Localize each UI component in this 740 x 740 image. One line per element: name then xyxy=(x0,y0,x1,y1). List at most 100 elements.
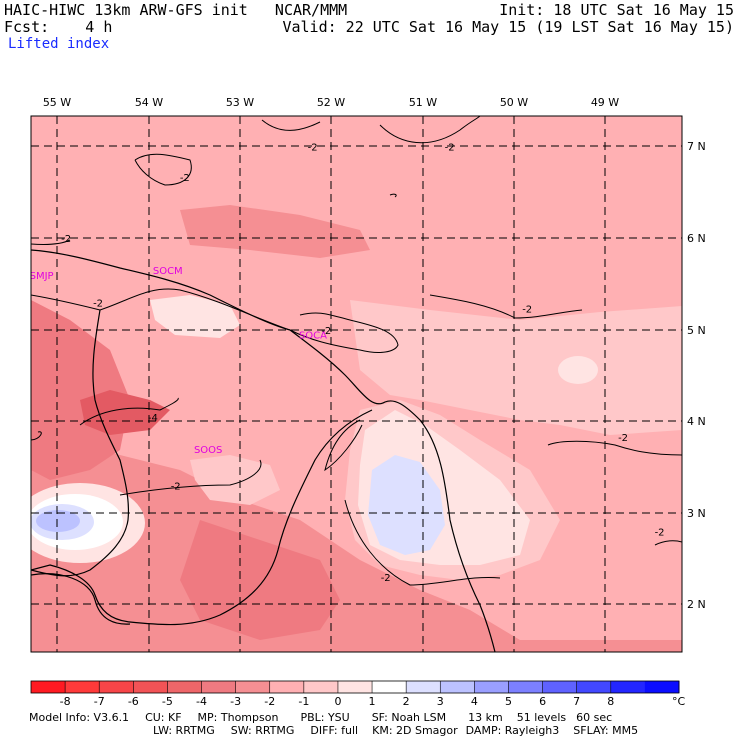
colorbar-tick-label: -7 xyxy=(94,695,105,708)
lat-label: 4 N xyxy=(687,415,706,428)
contour-label: -2 xyxy=(381,573,391,584)
contour-label: -2 xyxy=(93,298,103,309)
colorbar-frame xyxy=(30,680,680,694)
contour-line xyxy=(261,119,321,131)
station-labels: SMJP SOCM SOCA SOOS xyxy=(30,266,327,456)
colorbar-tick-label: 1 xyxy=(369,695,376,708)
colorbar-tick-label: -2 xyxy=(264,695,275,708)
contour-line xyxy=(324,419,363,472)
colorbar-tick-label: -5 xyxy=(162,695,173,708)
colorbar-swatch xyxy=(201,681,237,693)
contour-label: -2 xyxy=(171,482,181,493)
colorbar-swatch xyxy=(372,681,407,693)
valid-time: Valid: 22 UTC Sat 16 May 15 (19 LST Sat … xyxy=(282,18,734,36)
colorbar-swatch xyxy=(31,681,66,693)
colorbar-swatch xyxy=(440,681,475,693)
model-info-item: 13 km xyxy=(468,711,503,724)
contour-label: -2 xyxy=(321,326,331,337)
model-info-line-2: LW: RRTMG SW: RRTMG DIFF: full KM: 2D Smago… xyxy=(153,724,733,737)
station-label: SOOS xyxy=(194,445,222,456)
shade-dark-patch-2 xyxy=(180,205,370,258)
lat-label: 6 N xyxy=(687,232,706,245)
contour-line xyxy=(654,540,682,546)
contour-line xyxy=(134,153,192,186)
model-info-item: CU: KF xyxy=(145,711,182,724)
lon-label: 52 W xyxy=(317,96,345,109)
lon-label: 53 W xyxy=(226,96,254,109)
station-label: SOCM xyxy=(153,266,183,277)
contour-label: -2 xyxy=(180,173,190,184)
colorbar-swatch xyxy=(303,681,339,693)
longitude-labels: 55 W 54 W 53 W 52 W 51 W 50 W 49 W xyxy=(43,96,619,109)
colorbar-swatch xyxy=(406,681,441,693)
station-label: SOCA xyxy=(299,330,327,341)
contour-line xyxy=(119,459,262,496)
contour-label: -2 xyxy=(445,143,455,154)
colorbar-tick-label: 4 xyxy=(471,695,478,708)
contour-line xyxy=(344,499,501,586)
lat-label: 5 N xyxy=(687,324,706,337)
boundaries xyxy=(31,249,496,652)
shade-dark-patch-3 xyxy=(180,520,340,640)
colorbar-tick-label: -4 xyxy=(196,695,207,708)
model-info-item: DIFF: full xyxy=(310,724,359,737)
shade-blue-pale xyxy=(368,455,445,555)
colorbar-tick-label: -8 xyxy=(60,695,71,708)
colorbar-swatch xyxy=(644,681,680,693)
shade-dark-patch-1 xyxy=(31,300,130,480)
colorbar-tick-label: -6 xyxy=(128,695,139,708)
contour-line xyxy=(31,288,399,353)
forecast-hour: Fcst: 4 h xyxy=(4,18,113,36)
colorbar-tick-label: -3 xyxy=(230,695,241,708)
contour-label: -2 xyxy=(655,527,665,538)
colorbar-swatch xyxy=(99,681,134,693)
colorbar-unit: °C xyxy=(672,695,686,708)
shade-east-strip xyxy=(540,430,682,610)
shade-blue-west-core xyxy=(36,510,80,532)
lon-label: 49 W xyxy=(591,96,619,109)
contour-line xyxy=(79,397,179,426)
border-line xyxy=(31,573,131,625)
colorbar-swatch xyxy=(269,681,305,693)
contour-label: -2 xyxy=(522,305,532,316)
colorbar-tick-label: 8 xyxy=(607,695,614,708)
model-info-item: PBL: YSU xyxy=(300,711,350,724)
lat-label: 3 N xyxy=(687,507,706,520)
model-info-line-1: Model Info: V3.6.1 CU: KF MP: Thompson PBL:… xyxy=(29,711,719,724)
colorbar-swatch xyxy=(337,681,373,693)
contour-label: -4 xyxy=(148,413,158,424)
model-info-item: Model Info: V3.6.1 xyxy=(29,711,130,724)
shaded-field: -2 -2 -2 -2 -2 -2 -2 -4 -2 -2 -2 -2 SMJP SOCM SOCA SOO… xyxy=(30,116,682,652)
model-info-item: MP: Thompson xyxy=(197,711,279,724)
colorbar-tick-label: 2 xyxy=(403,695,410,708)
shade-pale-patch-1 xyxy=(150,295,240,338)
model-info-item: SF: Noah LSM xyxy=(371,711,447,724)
lat-label: 7 N xyxy=(687,140,706,153)
coastline xyxy=(31,249,496,652)
contour-line xyxy=(31,239,71,245)
init-time: Init: 18 UTC Sat 16 May 15 xyxy=(499,1,734,19)
colorbar-tick-label: 5 xyxy=(505,695,512,708)
station-label: SMJP xyxy=(30,271,54,282)
map-title: HAIC-HIWC 13km ARW-GFS init NCAR/MMM xyxy=(4,1,348,19)
colorbar-swatch xyxy=(235,681,271,693)
lat-label: 2 N xyxy=(687,598,706,611)
plot-frame xyxy=(30,115,683,653)
shade-light-east xyxy=(350,300,682,435)
contour-line xyxy=(379,116,481,144)
model-info-item: LW: RRTMG xyxy=(153,724,215,737)
color-scale-bar: -8 -7 -6 -5 -4 -3 -2 -1 0 1 2 3 4 5 6 7 8 °C xyxy=(30,680,686,708)
contour-line xyxy=(389,193,397,198)
colorbar-swatch xyxy=(167,681,203,693)
contour-line xyxy=(547,440,682,456)
model-info-item: SFLAY: MM5 xyxy=(573,724,639,737)
contour-label: -2 xyxy=(308,143,318,154)
border-line xyxy=(31,409,373,626)
colorbar-swatch xyxy=(133,681,168,693)
colorbar-tick-label: -1 xyxy=(298,695,309,708)
model-info-item: 60 sec xyxy=(576,711,613,724)
model-info-item: SW: RRTMG xyxy=(230,724,295,737)
lon-label: 50 W xyxy=(500,96,528,109)
model-info-item: 51 levels xyxy=(516,711,567,724)
